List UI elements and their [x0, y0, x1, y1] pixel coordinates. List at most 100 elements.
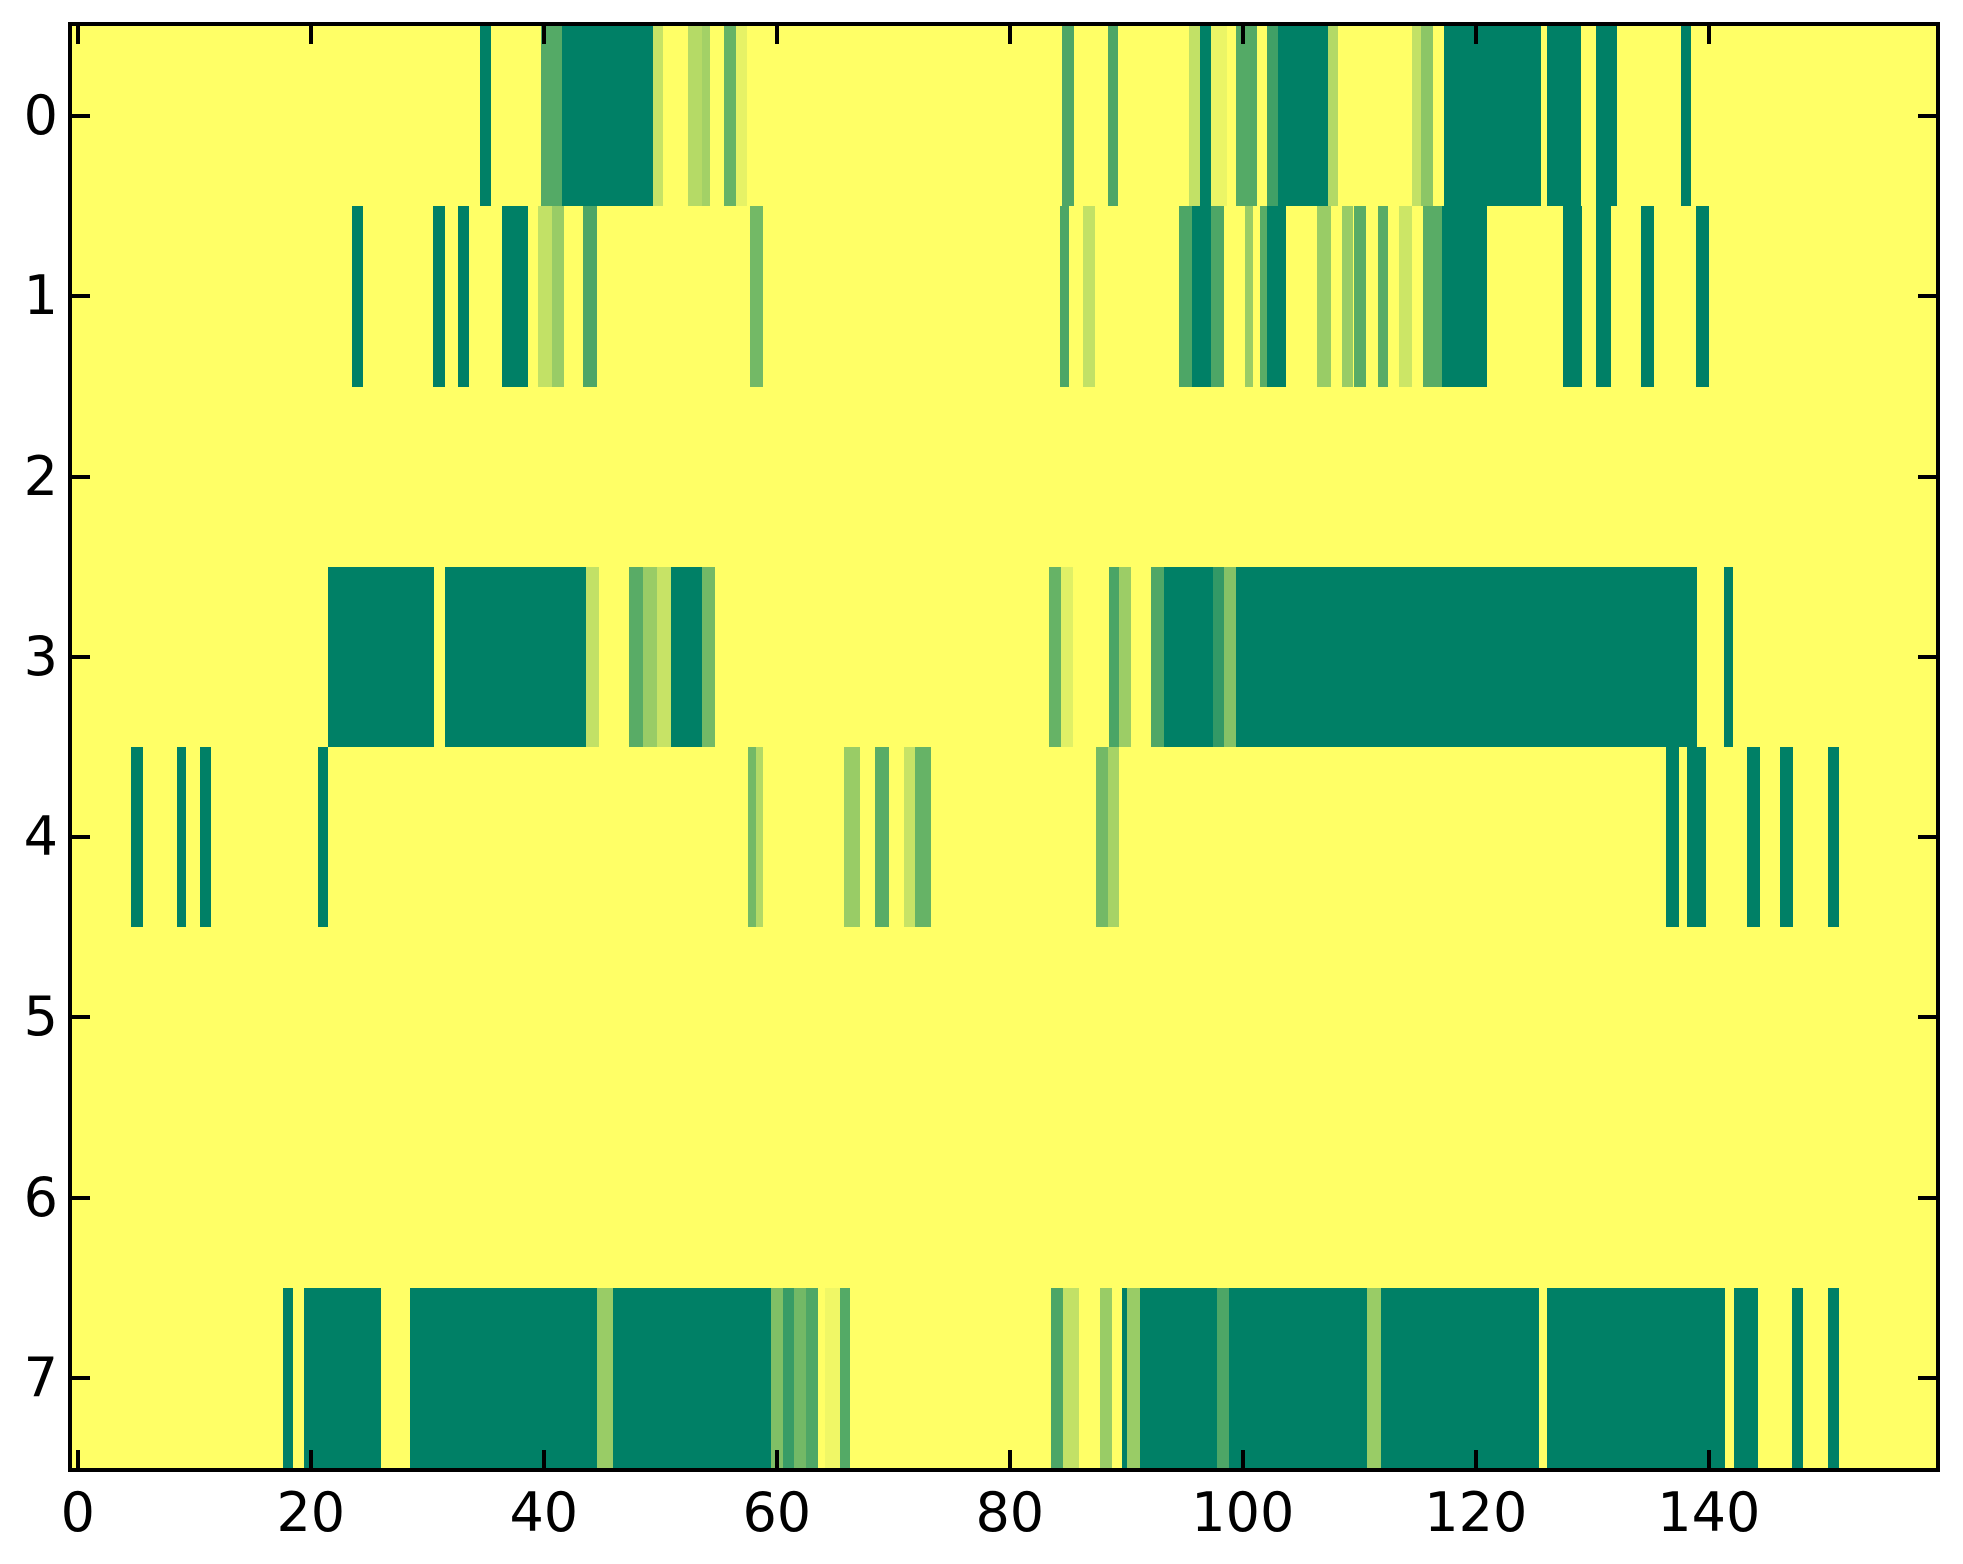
heatmap-segment	[597, 1287, 613, 1468]
heatmap-segment	[670, 566, 703, 747]
heatmap-segment	[1062, 26, 1074, 207]
y-tick-label: 6	[23, 1165, 58, 1229]
heatmap-segment	[1353, 206, 1367, 387]
y-tick-mark	[72, 1375, 90, 1380]
heatmap-row-6	[72, 1107, 1936, 1288]
heatmap-row-7	[72, 1287, 1936, 1468]
x-tick-mark	[1240, 1450, 1245, 1468]
heatmap-segment	[1734, 1287, 1758, 1468]
x-tick-mark	[541, 26, 546, 44]
heatmap-segment	[1228, 1287, 1368, 1468]
x-tick-mark	[541, 1450, 546, 1468]
heatmap-row-2	[72, 386, 1936, 567]
heatmap-segment	[1563, 206, 1582, 387]
heatmap-segment	[1377, 206, 1389, 387]
heatmap-segment	[724, 26, 737, 207]
heatmap-segment	[1140, 1287, 1218, 1468]
heatmap-segment	[409, 1287, 598, 1468]
heatmap-segment	[1049, 566, 1062, 747]
heatmap-segment	[653, 26, 663, 207]
heatmap-segment	[903, 747, 916, 928]
heatmap-segment	[1260, 206, 1268, 387]
heatmap-segment	[1211, 26, 1227, 207]
heatmap-segment	[1686, 747, 1707, 928]
heatmap-segment	[1096, 747, 1108, 928]
x-tick-label: 40	[509, 1481, 579, 1544]
heatmap-segment	[1665, 747, 1679, 928]
heatmap-segment	[1199, 26, 1212, 207]
heatmap-segment	[1212, 566, 1225, 747]
y-tick-label: 0	[23, 84, 58, 148]
heatmap-segment	[805, 1287, 818, 1468]
x-tick-mark	[774, 26, 779, 44]
heatmap-segment	[1444, 26, 1542, 207]
heatmap-row-1	[72, 206, 1936, 387]
heatmap-segment	[1267, 206, 1286, 387]
y-tick-mark	[72, 1195, 90, 1200]
heatmap-segment	[583, 206, 598, 387]
heatmap-segment	[874, 747, 889, 928]
heatmap-segment	[1791, 1287, 1804, 1468]
heatmap-segment	[351, 206, 364, 387]
heatmap-segment	[1595, 206, 1611, 387]
x-tick-mark	[1007, 26, 1012, 44]
x-tick-label: 100	[1191, 1481, 1295, 1544]
heatmap-segment	[433, 206, 445, 387]
heatmap-segment	[1696, 206, 1709, 387]
y-tick-label: 4	[23, 805, 58, 869]
x-tick-mark	[1473, 1450, 1478, 1468]
x-tick-mark	[308, 1450, 313, 1468]
heatmap-segment	[1277, 26, 1328, 207]
heatmap-segment	[1127, 1287, 1141, 1468]
x-tick-label: 80	[975, 1481, 1045, 1544]
heatmap-segment	[1411, 26, 1422, 207]
y-tick-mark	[72, 1015, 90, 1020]
heatmap-segment	[1827, 1287, 1840, 1468]
heatmap-row-5	[72, 927, 1936, 1108]
heatmap-segment	[750, 206, 763, 387]
heatmap-segment	[1367, 1287, 1382, 1468]
x-tick-mark	[75, 26, 80, 44]
heatmap-segment	[1723, 566, 1734, 747]
heatmap-segment	[1061, 566, 1073, 747]
heatmap-segment	[1317, 206, 1332, 387]
heatmap-segment	[755, 747, 763, 928]
heatmap-segment	[688, 26, 703, 207]
heatmap-segment	[501, 206, 528, 387]
heatmap-segment	[1235, 566, 1698, 747]
heatmap-segment	[771, 1287, 783, 1468]
y-tick-label: 3	[23, 624, 58, 688]
heatmap-segment	[1747, 747, 1761, 928]
heatmap-segment	[1189, 26, 1200, 207]
heatmap-segment	[915, 747, 931, 928]
heatmap-segment	[1108, 566, 1120, 747]
heatmap-segment	[1211, 206, 1225, 387]
heatmap-segment	[551, 206, 564, 387]
heatmap-segment	[1050, 1287, 1064, 1468]
heatmap-segment	[444, 566, 586, 747]
heatmap-segment	[1119, 566, 1131, 747]
heatmap-segment	[844, 747, 860, 928]
y-tick-mark	[72, 654, 90, 659]
heatmap-segment	[1107, 747, 1120, 928]
x-tick-mark	[1706, 26, 1711, 44]
heatmap-segment	[1421, 26, 1433, 207]
x-tick-label: 60	[742, 1481, 812, 1544]
heatmap-segment	[1163, 566, 1213, 747]
x-tick-label: 20	[276, 1481, 346, 1544]
heatmap-segment	[1327, 26, 1339, 207]
heatmap-segment	[1178, 206, 1192, 387]
heatmap-segment	[1381, 1287, 1539, 1468]
heatmap-plot-area	[68, 22, 1940, 1472]
heatmap-segment	[1779, 747, 1793, 928]
heatmap-segment	[612, 1287, 771, 1468]
heatmap-segment	[1398, 206, 1412, 387]
heatmap-segment	[1083, 206, 1095, 387]
y-tick-mark	[1918, 835, 1936, 840]
heatmap-segment	[839, 1287, 851, 1468]
heatmap-row-4	[72, 747, 1936, 928]
heatmap-segment	[824, 1287, 840, 1468]
x-tick-mark	[1240, 26, 1245, 44]
y-tick-mark	[1918, 1375, 1936, 1380]
y-tick-mark	[1918, 654, 1936, 659]
